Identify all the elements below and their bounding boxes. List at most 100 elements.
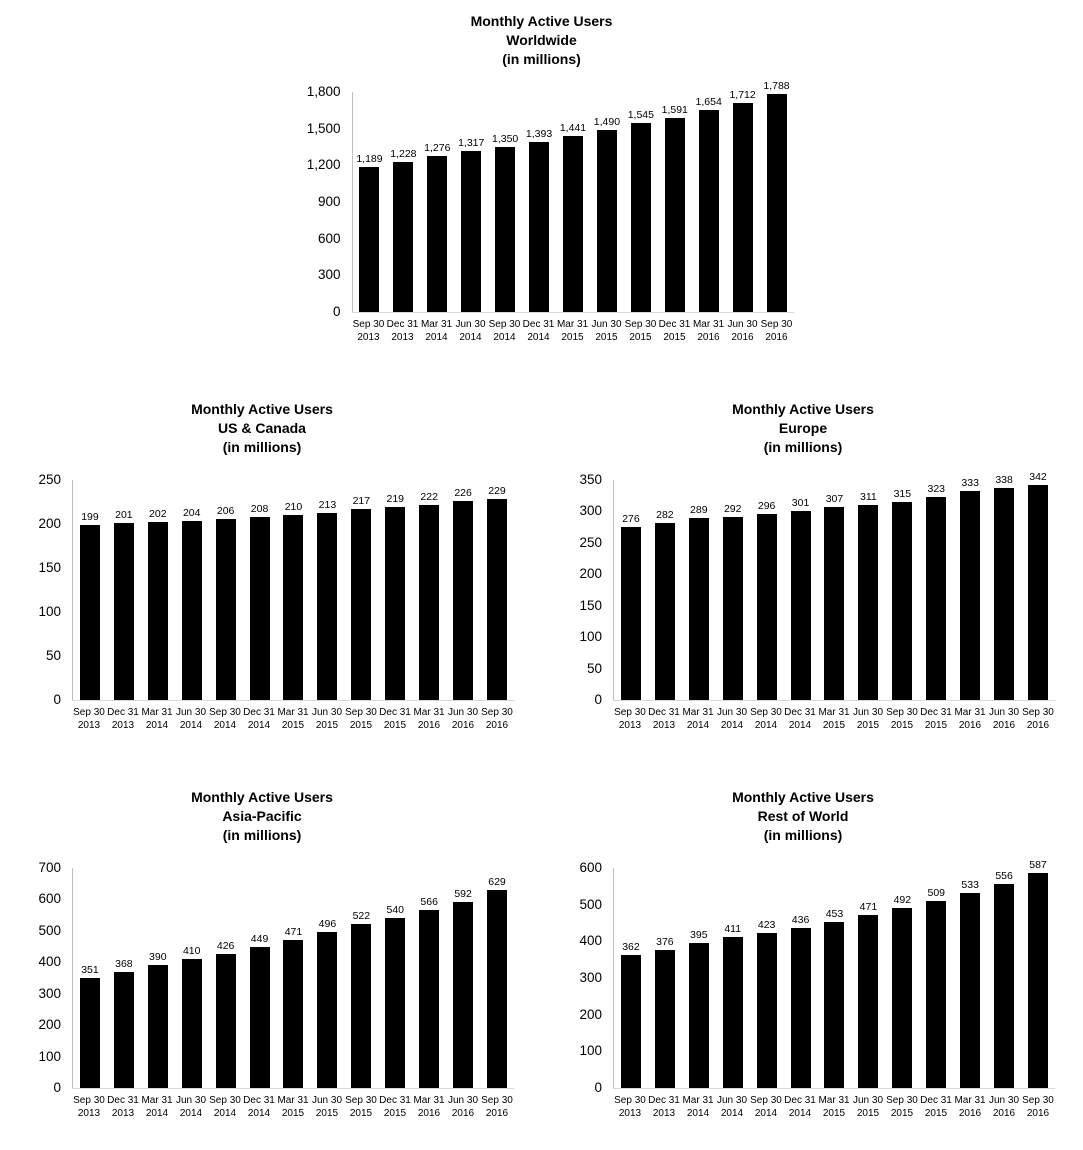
x-axis-label-year: 2014 — [686, 1108, 710, 1119]
bar-value-label: 556 — [995, 870, 1013, 883]
bar — [351, 509, 372, 700]
chart-cell-us-canada: Monthly Active Users US & Canada (in mil… — [0, 400, 541, 732]
y-axis-tick-label: 150 — [579, 597, 602, 613]
bar-slot: 423 — [750, 919, 784, 1088]
bar — [427, 156, 448, 312]
bar — [79, 524, 100, 700]
bar-slot: 453 — [818, 908, 852, 1088]
chart-title-line-1: Monthly Active Users — [191, 789, 333, 805]
x-axis-label-date: Mar 31 — [692, 319, 725, 330]
y-axis-tick-label: 200 — [38, 516, 61, 531]
x-axis-label: Sep 30 2013 — [613, 706, 647, 732]
x-axis-label-year: 2014 — [425, 332, 448, 343]
x-axis-label: Dec 31 2013 — [386, 318, 420, 344]
x-axis-label-year: 2014 — [686, 720, 710, 731]
bar-value-label: 587 — [1029, 858, 1047, 871]
x-axis-label-year: 2016 — [731, 332, 754, 343]
x-axis-label: Sep 30 2014 — [208, 706, 242, 732]
bar — [359, 166, 380, 312]
bar-value-label: 592 — [454, 887, 472, 900]
x-axis-label: Mar 31 2015 — [276, 1094, 310, 1120]
x-axis-label-year: 2014 — [179, 1108, 203, 1119]
x-axis-label: Dec 31 2014 — [783, 706, 817, 732]
bar-slot: 411 — [716, 923, 750, 1088]
x-axis-label-date: Sep 30 — [481, 707, 513, 718]
plot-area: 199 201 202 204 206 208 210 213 217 219 222 226 229 — [72, 480, 514, 701]
bar-value-label: 333 — [961, 476, 979, 489]
bar-slot: 410 — [175, 945, 209, 1088]
y-axis-tick-label: 600 — [579, 860, 602, 875]
x-axis-label-year: 2016 — [485, 720, 509, 731]
bar-value-label: 229 — [488, 484, 506, 497]
x-axis-label: Sep 30 2015 — [344, 706, 378, 732]
bar — [688, 943, 709, 1088]
x-axis-label: Sep 30 2014 — [749, 706, 783, 732]
x-axis-label-year: 2013 — [111, 1108, 135, 1119]
x-axis-label-year: 2013 — [77, 720, 101, 731]
x-axis-label-year: 2015 — [663, 332, 686, 343]
x-axis-label: Mar 31 2015 — [276, 706, 310, 732]
chart-title-line-3: (in millions) — [763, 827, 843, 843]
x-axis-label: Jun 30 2015 — [310, 706, 344, 732]
bar — [766, 93, 787, 312]
bar-value-label: 292 — [723, 502, 742, 515]
bar-slot: 395 — [682, 929, 716, 1088]
x-axis-label-date: Jun 30 — [311, 1095, 343, 1106]
bar-slot: 566 — [412, 896, 446, 1088]
bar — [620, 955, 641, 1088]
y-axis-tick-label: 350 — [579, 472, 602, 487]
chart-body: 350 300 250 200 150 100 50 0 276 282 289 292 296 301… — [551, 471, 1055, 732]
bar-value-label: 423 — [757, 918, 776, 931]
x-axis-label: Jun 30 2015 — [851, 706, 885, 732]
bar-value-label: 338 — [995, 473, 1013, 486]
x-axis-label: Sep 30 2016 — [480, 1094, 514, 1120]
y-axis-tick-label: 250 — [579, 534, 602, 550]
bar-value-label: 540 — [386, 904, 405, 917]
bar-slot: 540 — [378, 904, 412, 1088]
bar-value-label: 296 — [757, 499, 776, 512]
x-axis-label-year: 2015 — [315, 1108, 339, 1119]
bar — [688, 518, 709, 700]
bar-value-label: 471 — [859, 901, 878, 914]
x-axis-label-date: Dec 31 — [243, 707, 275, 718]
bar-value-label: 390 — [149, 951, 167, 964]
bar — [722, 937, 743, 1088]
x-axis-label-date: Mar 31 — [277, 707, 309, 718]
x-axis-label: Mar 31 2016 — [692, 318, 726, 344]
bar-slot: 201 — [107, 509, 141, 700]
x-axis-label: Sep 30 2013 — [352, 318, 386, 344]
x-axis-label-date: Dec 31 — [522, 319, 555, 330]
x-axis-label-date: Dec 31 — [784, 1095, 816, 1106]
bar-slot: 496 — [310, 918, 344, 1088]
bar-slot: 217 — [344, 495, 378, 700]
bar-slot: 587 — [1021, 859, 1055, 1088]
x-axis-label-date: Sep 30 — [345, 707, 377, 718]
bar-slot: 556 — [987, 870, 1021, 1088]
bar-value-label: 368 — [115, 958, 133, 971]
bar-slot: 592 — [446, 888, 480, 1088]
chart-body: 600 500 400 300 200 100 0 362 376 395 411 423 436 45… — [551, 859, 1055, 1120]
x-axis-label: Mar 31 2015 — [817, 1094, 851, 1120]
bar — [147, 965, 168, 1088]
bar — [654, 950, 675, 1088]
x-axis-label: Mar 31 2015 — [556, 318, 590, 344]
x-axis-label-year: 2014 — [788, 1108, 812, 1119]
x-axis-label-year: 2016 — [992, 1108, 1016, 1119]
x-axis-label: Sep 30 2014 — [749, 1094, 783, 1120]
bar-value-label: 210 — [284, 501, 303, 514]
chart-title-line-2: Worldwide — [506, 32, 577, 48]
x-axis-label-year: 2014 — [213, 720, 237, 731]
x-axis-label-year: 2015 — [629, 332, 652, 343]
x-axis-label: Sep 30 2014 — [488, 318, 522, 344]
x-axis-label: Sep 30 2016 — [1021, 706, 1055, 732]
bar-value-label: 1,393 — [525, 127, 553, 140]
x-axis-label-year: 2016 — [417, 720, 441, 731]
x-axis-label: Mar 31 2015 — [817, 706, 851, 732]
x-axis-label-date: Sep 30 — [624, 319, 657, 330]
y-axis-tick-label: 100 — [579, 629, 602, 645]
x-axis-label-year: 2015 — [856, 720, 880, 731]
y-axis-tick-label: 0 — [594, 692, 602, 707]
x-axis: Sep 30 2013 Dec 31 2013 Mar 31 2014 Jun 30 2014… — [613, 701, 1055, 732]
y-axis-tick-label: 0 — [332, 304, 341, 319]
x-axis-label-date: Jun 30 — [455, 319, 486, 330]
